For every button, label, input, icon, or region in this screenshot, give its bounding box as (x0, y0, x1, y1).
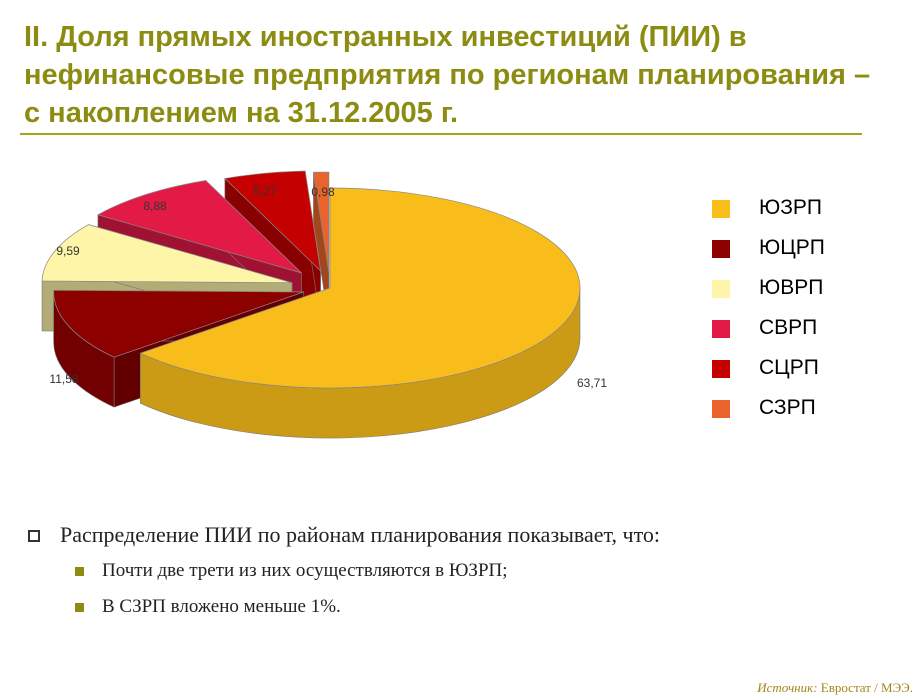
bullet-main-text: Распределение ПИИ по районам планировани… (60, 522, 660, 547)
legend-swatch (712, 360, 730, 378)
bullet-sub-text: В СЗРП вложено меньше 1%. (102, 596, 341, 617)
data-label: 5,27 (253, 184, 277, 198)
bullet-sub-text: Почти две трети из них осуществляются в … (102, 560, 508, 581)
hollow-square-bullet-icon (28, 530, 40, 542)
legend-label: СЗРП (759, 396, 816, 420)
data-label: 8,88 (143, 199, 167, 213)
bullet-sub-item: В СЗРП вложено меньше 1%. (26, 592, 886, 622)
bullet-sub-item: Почти две трети из них осуществляются в … (26, 556, 886, 586)
page-title: II. Доля прямых иностранных инвестиций (… (24, 18, 884, 132)
pie-chart: 63,71 11,58 9,59 8,88 5,27 0,98 (0, 150, 700, 480)
legend-swatch (712, 280, 730, 298)
data-label: 0,98 (311, 185, 335, 199)
legend-label: СЦРП (759, 356, 819, 380)
legend-swatch (712, 200, 730, 218)
data-label: 11,58 (49, 372, 78, 386)
source-label: Источник: (757, 680, 817, 695)
source-text: Евростат / МЭЭ. (818, 680, 913, 695)
title-divider (20, 133, 862, 135)
square-bullet-icon (75, 567, 84, 576)
legend-label: ЮЦРП (759, 236, 825, 260)
square-bullet-icon (75, 603, 84, 612)
source-note: Источник: Евростат / МЭЭ. (757, 680, 913, 696)
legend-label: ЮЗРП (759, 196, 822, 220)
legend-label: СВРП (759, 316, 817, 340)
legend-swatch (712, 240, 730, 258)
data-label: 9,59 (56, 244, 80, 258)
data-label: 63,71 (577, 376, 607, 390)
bullet-main: Распределение ПИИ по районам планировани… (26, 520, 886, 550)
bullet-list: Распределение ПИИ по районам планировани… (26, 520, 886, 622)
legend-swatch (712, 320, 730, 338)
legend-label: ЮВРП (759, 276, 823, 300)
legend-swatch (712, 400, 730, 418)
